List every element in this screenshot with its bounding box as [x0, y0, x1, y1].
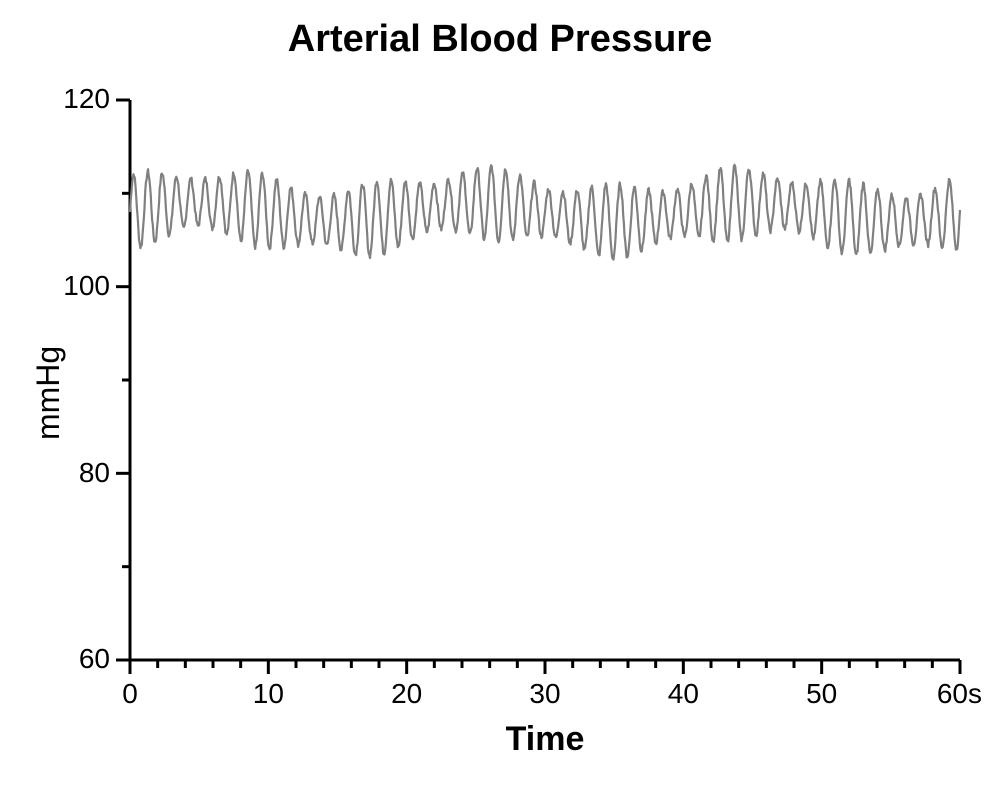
x-tick-label: 60s	[912, 678, 982, 710]
y-tick-label: 80	[79, 457, 110, 489]
x-tick-label: 0	[100, 678, 160, 710]
y-tick-label: 120	[63, 83, 110, 115]
x-tick-label: 10	[238, 678, 298, 710]
y-tick-label: 60	[79, 643, 110, 675]
x-axis-label: Time	[130, 720, 960, 759]
x-tick-label: 20	[377, 678, 437, 710]
y-tick-label: 100	[63, 270, 110, 302]
x-tick-label: 50	[792, 678, 852, 710]
chart-container: Arterial Blood Pressure mmHg Time 608010…	[0, 0, 1000, 799]
x-tick-label: 30	[515, 678, 575, 710]
x-tick-label: 40	[653, 678, 713, 710]
